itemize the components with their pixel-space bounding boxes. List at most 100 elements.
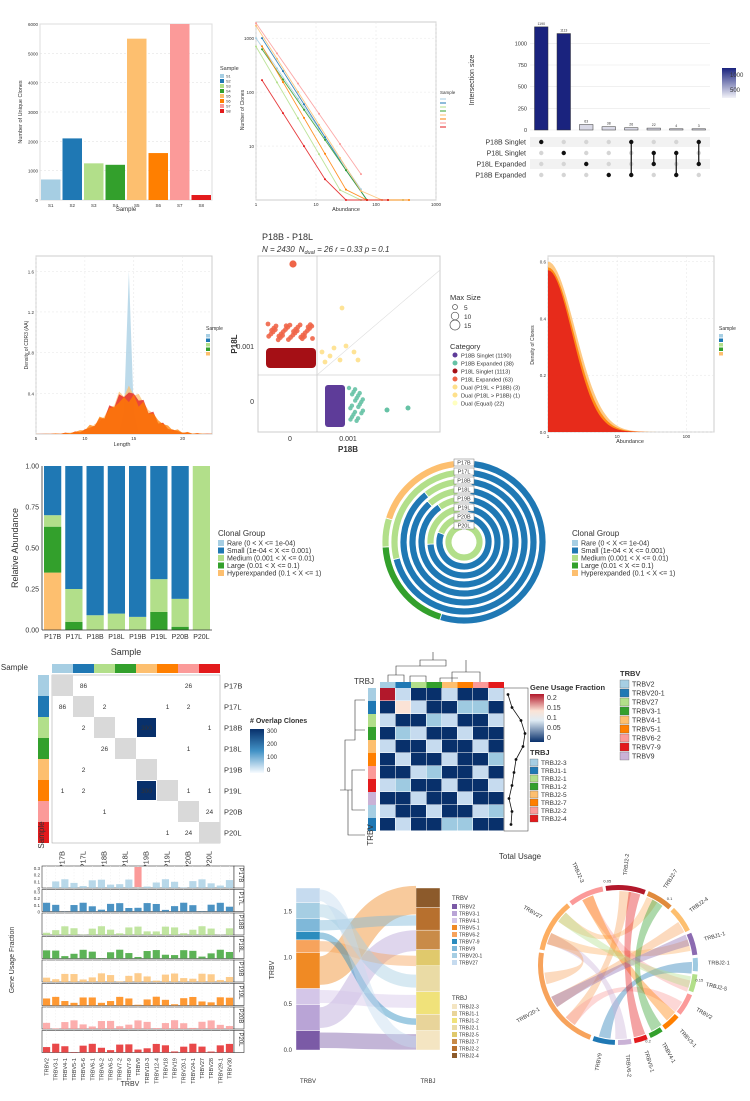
trbv-usage-bar <box>143 999 151 1006</box>
trbv-usage-strip <box>233 912 245 936</box>
homeostasis-segment <box>192 466 210 630</box>
overlap-col-label: P18L <box>121 851 130 869</box>
trbv-usage-bar <box>43 1047 51 1053</box>
unique-clones-legend-label: S4 <box>226 90 231 94</box>
alluvial-xlabel: TRBV <box>300 1079 316 1085</box>
trbv-usage-bar <box>61 956 69 959</box>
trbv-usage-bar <box>180 998 188 1006</box>
alluvial-ytick: 1.0 <box>284 956 293 962</box>
gene-usage-row-title: TRBV <box>366 824 375 846</box>
trbj-legend-swatch <box>529 806 539 815</box>
abundance-point <box>345 169 347 172</box>
homeostasis-legend-swatch <box>218 540 224 546</box>
gene-usage-col-annotation <box>442 682 458 688</box>
overlap-cell-value: 26 <box>101 746 109 753</box>
unique-clones-legend-swatch <box>220 94 224 98</box>
gene-usage-total-point <box>512 771 516 774</box>
trbv-usage-bar <box>107 929 115 935</box>
chord-ribbon <box>634 899 663 1032</box>
scatter-p18l-expanded-point <box>269 328 274 333</box>
abundance-point <box>366 199 368 201</box>
overlap-cell-value: 300 <box>141 725 152 732</box>
upset-bar-label: 4 <box>675 124 677 128</box>
alluvial-trbj-stratum <box>415 1030 441 1051</box>
abundance-point <box>255 24 257 27</box>
trbv-usage-strip <box>233 959 245 983</box>
trbv-usage-bar <box>52 881 60 888</box>
overlap-row-label: P20L <box>224 829 242 838</box>
upset-matrix-dot <box>584 161 589 167</box>
trbv-usage-bar <box>107 952 115 959</box>
trbv-usage-facet-label: P18B <box>237 915 243 930</box>
gene-usage-cell <box>411 701 426 714</box>
upset-matrix-dot <box>584 172 589 178</box>
abundance-point <box>387 199 389 201</box>
homeostasis-legend-label: Hyperexpanded (0.1 < X <= 1) <box>227 571 321 578</box>
trbv-usage-ytick: 0.3 <box>34 890 41 895</box>
scatter-compare-panel: P18B - P18L N = 2430 Ndual = 26 r = 0.33 … <box>230 232 520 454</box>
homeostasis-legend-label: Small (1e-04 < X <= 0.001) <box>227 548 311 555</box>
upset-bar <box>601 126 616 131</box>
abundance-density-legend-title: Sample <box>719 326 736 332</box>
abundance-point <box>339 156 341 159</box>
overlap-side-strip <box>38 738 49 759</box>
scatter-size-legend-circle <box>449 319 461 331</box>
abundance-xtick: 100 <box>372 202 380 207</box>
scatter-dual-point <box>351 349 357 355</box>
alluvial-ylabel: TRBV <box>269 960 276 979</box>
gene-usage-cell <box>457 779 473 792</box>
homeostasis-legend-swatch <box>218 555 224 561</box>
overlap-high-cell <box>137 781 156 800</box>
trbj-legend-label: TRBJ1-1 <box>541 768 567 775</box>
homeostasis-legend-label: Rare (0 < X <= 1e-04) <box>227 541 295 548</box>
homeostasis-xtick: P17L <box>66 634 82 641</box>
gene-usage-col-annotation <box>380 682 396 688</box>
trbv-usage-bar <box>207 1002 215 1006</box>
abundance-point <box>303 108 305 111</box>
alluvial-trbv-legend-swatch <box>452 939 457 944</box>
alluvial-flow <box>317 885 418 985</box>
trbv-usage-bar <box>216 979 224 982</box>
upset-matrix-dot <box>606 172 611 178</box>
scatter-ytick: 0.001 <box>236 344 254 351</box>
trbv-usage-xtick: TRBV19 <box>173 1058 179 1079</box>
gene-usage-row-annotation <box>368 753 376 766</box>
alluvial-trbv-title: TRBV <box>452 896 468 902</box>
upset-bar-label: 38 <box>607 122 611 126</box>
chord-ribbon <box>565 891 632 1026</box>
ring-label: P19B <box>457 497 471 503</box>
gene-usage-row-annotation <box>368 818 376 831</box>
chord-sector <box>605 885 646 895</box>
trbv-usage-bar <box>97 1047 105 1053</box>
unique-clones-legend-swatch <box>220 79 224 83</box>
trbj-legend-label: TRBJ2-3 <box>541 760 567 767</box>
homeostasis-segment <box>150 579 168 612</box>
trbv-usage-bar <box>43 932 51 935</box>
chord-ribbon <box>558 912 692 988</box>
alluvial-ytick: 0.0 <box>284 1048 293 1054</box>
upset-ytick: 250 <box>518 106 527 112</box>
abundance-point <box>303 145 305 148</box>
overlap-col-label: P19B <box>142 851 151 869</box>
trbv-usage-strip <box>233 865 245 889</box>
overlap-row-label: P19B <box>224 766 242 775</box>
clonal-rings-panel: P17B P17L P18B P18L P19B P19L P20B P20L Clonal … <box>381 458 675 625</box>
scatter-p18b-expanded-point <box>355 416 361 421</box>
trbv-usage-bar <box>116 933 124 935</box>
alluvial-trbj-legend-swatch <box>452 1004 457 1009</box>
upset-matrix-dot <box>561 139 566 145</box>
trbv-usage-bar <box>143 903 151 912</box>
gene-usage-cell <box>488 714 504 727</box>
abundance-point <box>408 199 410 201</box>
trbv-usage-bar <box>152 1028 160 1029</box>
trbv-usage-bar <box>97 1021 105 1029</box>
chord-sector-label: TRBV5-1 <box>642 1050 654 1073</box>
cdr3-xtick: 15 <box>131 436 137 441</box>
alluvial-trbv-stratum <box>295 931 321 941</box>
gene-usage-cell <box>442 688 457 701</box>
gene-usage-cell <box>488 688 504 701</box>
gene-usage-total-point <box>523 732 527 735</box>
unique-clones-ytick: 6000 <box>28 22 39 27</box>
gene-usage-total-point <box>514 758 518 761</box>
abundance-point <box>360 173 362 176</box>
